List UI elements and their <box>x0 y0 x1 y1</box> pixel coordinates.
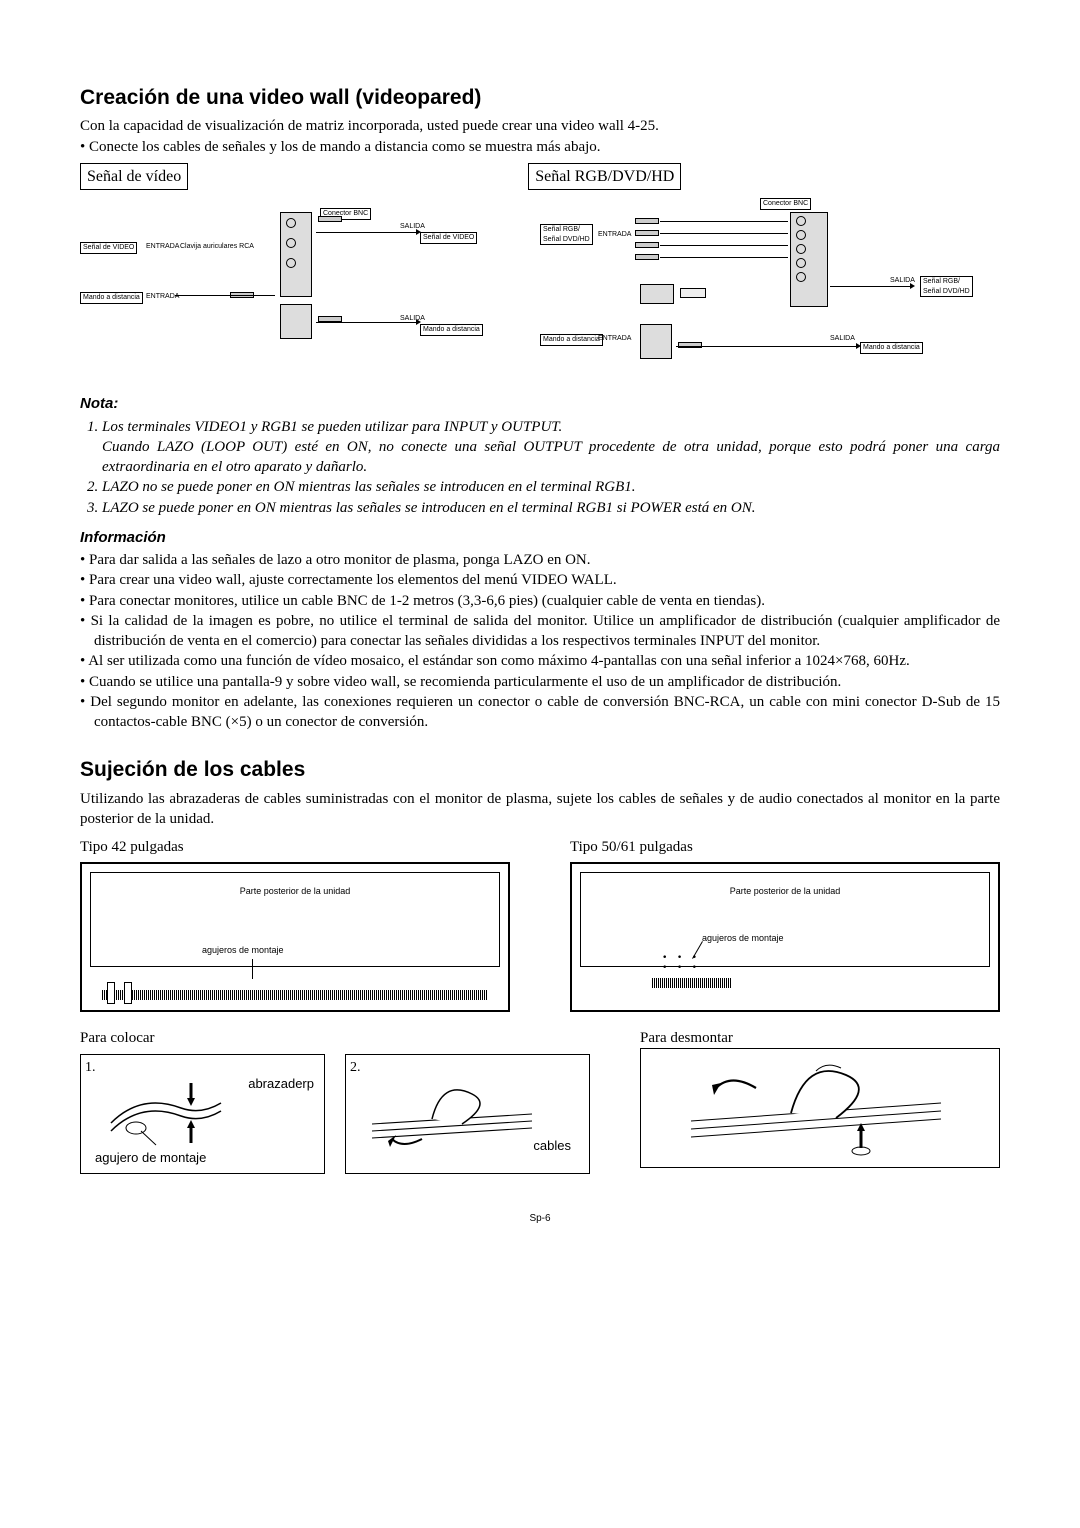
signal-rgb-label: Señal RGB/DVD/HD <box>528 163 681 191</box>
agujeros-50: agujeros de montaje <box>702 932 784 944</box>
lbl-entrada-3: ENTRADA <box>598 230 631 239</box>
intro-bullet: Conecte los cables de señales y los de m… <box>80 137 1000 157</box>
attach-step-1: 1. abrazaderp agujero de montaje <box>80 1054 325 1174</box>
connection-diagram: Conector BNC SALIDA Señal de VIDEO Señal… <box>80 194 1000 384</box>
detach-box <box>640 1048 1000 1168</box>
signal-video-label: Señal de vídeo <box>80 163 188 191</box>
lbl-senal-video-out: Señal de VIDEO <box>420 232 477 243</box>
info-item-2: Para crear una video wall, ajuste correc… <box>80 570 1000 590</box>
unit-back-50-inner: Parte posterior de la unidad <box>580 872 990 967</box>
lbl-clavija-rca: Clavija auriculares RCA <box>180 242 254 251</box>
cables-paragraph: Utilizando las abrazaderas de cables sum… <box>80 789 1000 830</box>
unit-back-row: Tipo 42 pulgadas Parte posterior de la u… <box>80 837 1000 1011</box>
lbl-mando-in: Mando a distancia <box>80 292 143 303</box>
info-item-1: Para dar salida a las señales de lazo a … <box>80 550 1000 570</box>
diagram-right: Conector BNC Señal RGB/ Señal DVD/HD ENT… <box>540 194 1000 384</box>
nota-list: Los terminales VIDEO1 y RGB1 se pueden u… <box>80 417 1000 518</box>
heading-video-wall: Creación de una video wall (videopared) <box>80 84 1000 112</box>
info-item-3: Para conectar monitores, utilice un cabl… <box>80 591 1000 611</box>
unit-50: Tipo 50/61 pulgadas Parte posterior de l… <box>570 837 1000 1011</box>
info-item-4: Si la calidad de la imagen es pobre, no … <box>80 611 1000 652</box>
lbl-entrada-2: ENTRADA <box>146 292 179 301</box>
unit-back-50: Parte posterior de la unidad agujeros de… <box>570 862 1000 1012</box>
para-colocar-label: Para colocar <box>80 1028 590 1048</box>
tipo-50-label: Tipo 50/61 pulgadas <box>570 837 1000 857</box>
intro-paragraph: Con la capacidad de visualización de mat… <box>80 116 1000 136</box>
nota-item-1: Los terminales VIDEO1 y RGB1 se pueden u… <box>102 417 1000 478</box>
lbl-senal-video-in: Señal de VIDEO <box>80 242 137 253</box>
lbl-rgb-out: Señal RGB/ Señal DVD/HD <box>920 276 973 297</box>
lbl-rgb-in: Señal RGB/ Señal DVD/HD <box>540 224 593 245</box>
nota-heading: Nota: <box>80 394 1000 414</box>
clamp-illustration-detach <box>661 1053 981 1163</box>
informacion-heading: Información <box>80 528 1000 548</box>
lbl-mando-out: Mando a distancia <box>420 324 483 335</box>
lbl-conector-bnc-2: Conector BNC <box>760 198 811 209</box>
lbl-salida-1: SALIDA <box>400 222 425 231</box>
lbl-mando-out-2: Mando a distancia <box>860 342 923 353</box>
diagram-left: Conector BNC SALIDA Señal de VIDEO Señal… <box>80 194 540 384</box>
lbl-mando-in-2: Mando a distancia <box>540 334 603 345</box>
informacion-list: Para dar salida a las señales de lazo a … <box>80 550 1000 732</box>
nota-item-2: LAZO no se puede poner en ON mientras la… <box>102 477 1000 497</box>
para-colocar-block: Para colocar 1. abrazaderp agujero de mo… <box>80 1028 590 1174</box>
info-item-7: Del segundo monitor en adelante, las con… <box>80 692 1000 733</box>
lbl-entrada-4: ENTRADA <box>598 334 631 343</box>
agujeros-42: agujeros de montaje <box>202 944 284 956</box>
step1-num: 1. <box>85 1060 96 1075</box>
attach-step-2: 2. cables <box>345 1054 590 1174</box>
info-item-6: Cuando se utilice una pantalla-9 y sobre… <box>80 672 1000 692</box>
info-item-5: Al ser utilizada como una función de víd… <box>80 651 1000 671</box>
attach-steps: 1. abrazaderp agujero de montaje 2. cab <box>80 1054 590 1174</box>
signal-label-row: Señal de vídeo Señal RGB/DVD/HD <box>80 163 1000 191</box>
page-number: Sp-6 <box>80 1212 1000 1226</box>
para-desmontar-block: Para desmontar <box>640 1028 1000 1174</box>
tipo-42-label: Tipo 42 pulgadas <box>80 837 510 857</box>
unit-42: Tipo 42 pulgadas Parte posterior de la u… <box>80 837 510 1011</box>
clamp-illustration-2 <box>352 1069 552 1159</box>
unit-back-42: Parte posterior de la unidad agujeros de… <box>80 862 510 1012</box>
nota-item-3: LAZO se puede poner en ON mientras las s… <box>102 498 1000 518</box>
unit-back-42-inner: Parte posterior de la unidad <box>90 872 500 967</box>
clamp-illustration-1 <box>101 1073 261 1153</box>
lbl-entrada-1: ENTRADA <box>146 242 179 251</box>
heading-cables: Sujeción de los cables <box>80 756 1000 784</box>
attach-detach-row: Para colocar 1. abrazaderp agujero de mo… <box>80 1028 1000 1174</box>
para-desmontar-label: Para desmontar <box>640 1028 1000 1048</box>
intro-bullet-list: Conecte los cables de señales y los de m… <box>80 137 1000 157</box>
lbl-salida-4: SALIDA <box>830 334 855 343</box>
